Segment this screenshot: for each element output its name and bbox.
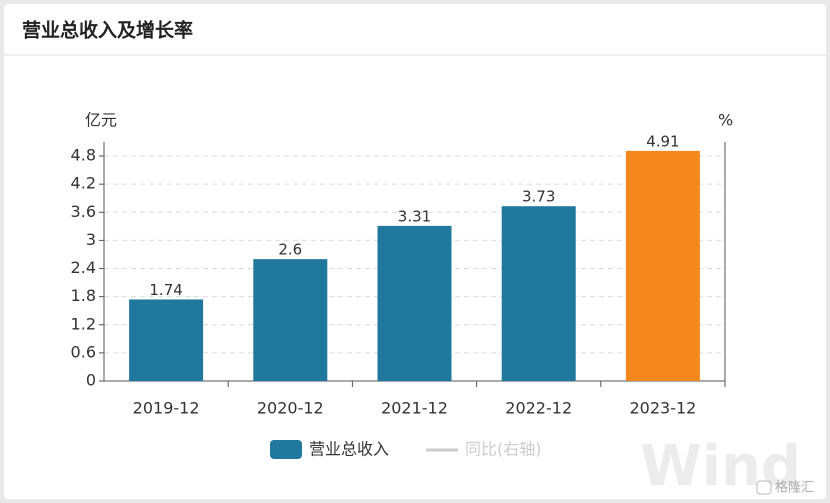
x-tick-label: 2021-12 (381, 399, 448, 418)
data-label: 3.73 (522, 188, 555, 206)
legend-label: 营业总收入 (309, 440, 389, 459)
y-tick-label: 1.2 (71, 314, 96, 333)
bar (129, 299, 204, 381)
bar (501, 206, 576, 381)
y-tick-label: 4.2 (71, 174, 96, 193)
bar (377, 225, 452, 381)
x-tick-label: 2023-12 (629, 399, 696, 418)
bar (253, 259, 328, 381)
logo-icon (756, 480, 772, 495)
y-tick-label: 3 (86, 230, 96, 249)
data-label: 2.6 (278, 241, 302, 259)
x-tick-label: 2019-12 (133, 399, 200, 418)
y-tick-label: 1.8 (71, 286, 96, 305)
y-tick-label: 2.4 (71, 258, 96, 277)
bar (625, 150, 700, 381)
x-tick-label: 2022-12 (505, 399, 572, 418)
logo: 格隆汇 (775, 480, 814, 496)
legend-label: 同比(右轴) (465, 440, 542, 459)
y-tick-label: 4.8 (71, 146, 96, 165)
x-tick-label: 2020-12 (257, 399, 324, 418)
data-label: 3.31 (398, 207, 431, 225)
y-tick-label: 0.6 (71, 342, 96, 361)
legend-swatch (270, 440, 302, 459)
data-label: 4.91 (646, 132, 679, 150)
y-axis-label: 亿元 (85, 111, 117, 130)
chart-title: 营业总收入及增长率 (22, 19, 193, 42)
y-tick-label: 0 (86, 371, 96, 390)
watermark: Wind (640, 434, 801, 499)
y-tick-label: 3.6 (71, 202, 96, 221)
y2-axis-label: % (718, 111, 733, 130)
data-label: 1.74 (149, 281, 182, 299)
